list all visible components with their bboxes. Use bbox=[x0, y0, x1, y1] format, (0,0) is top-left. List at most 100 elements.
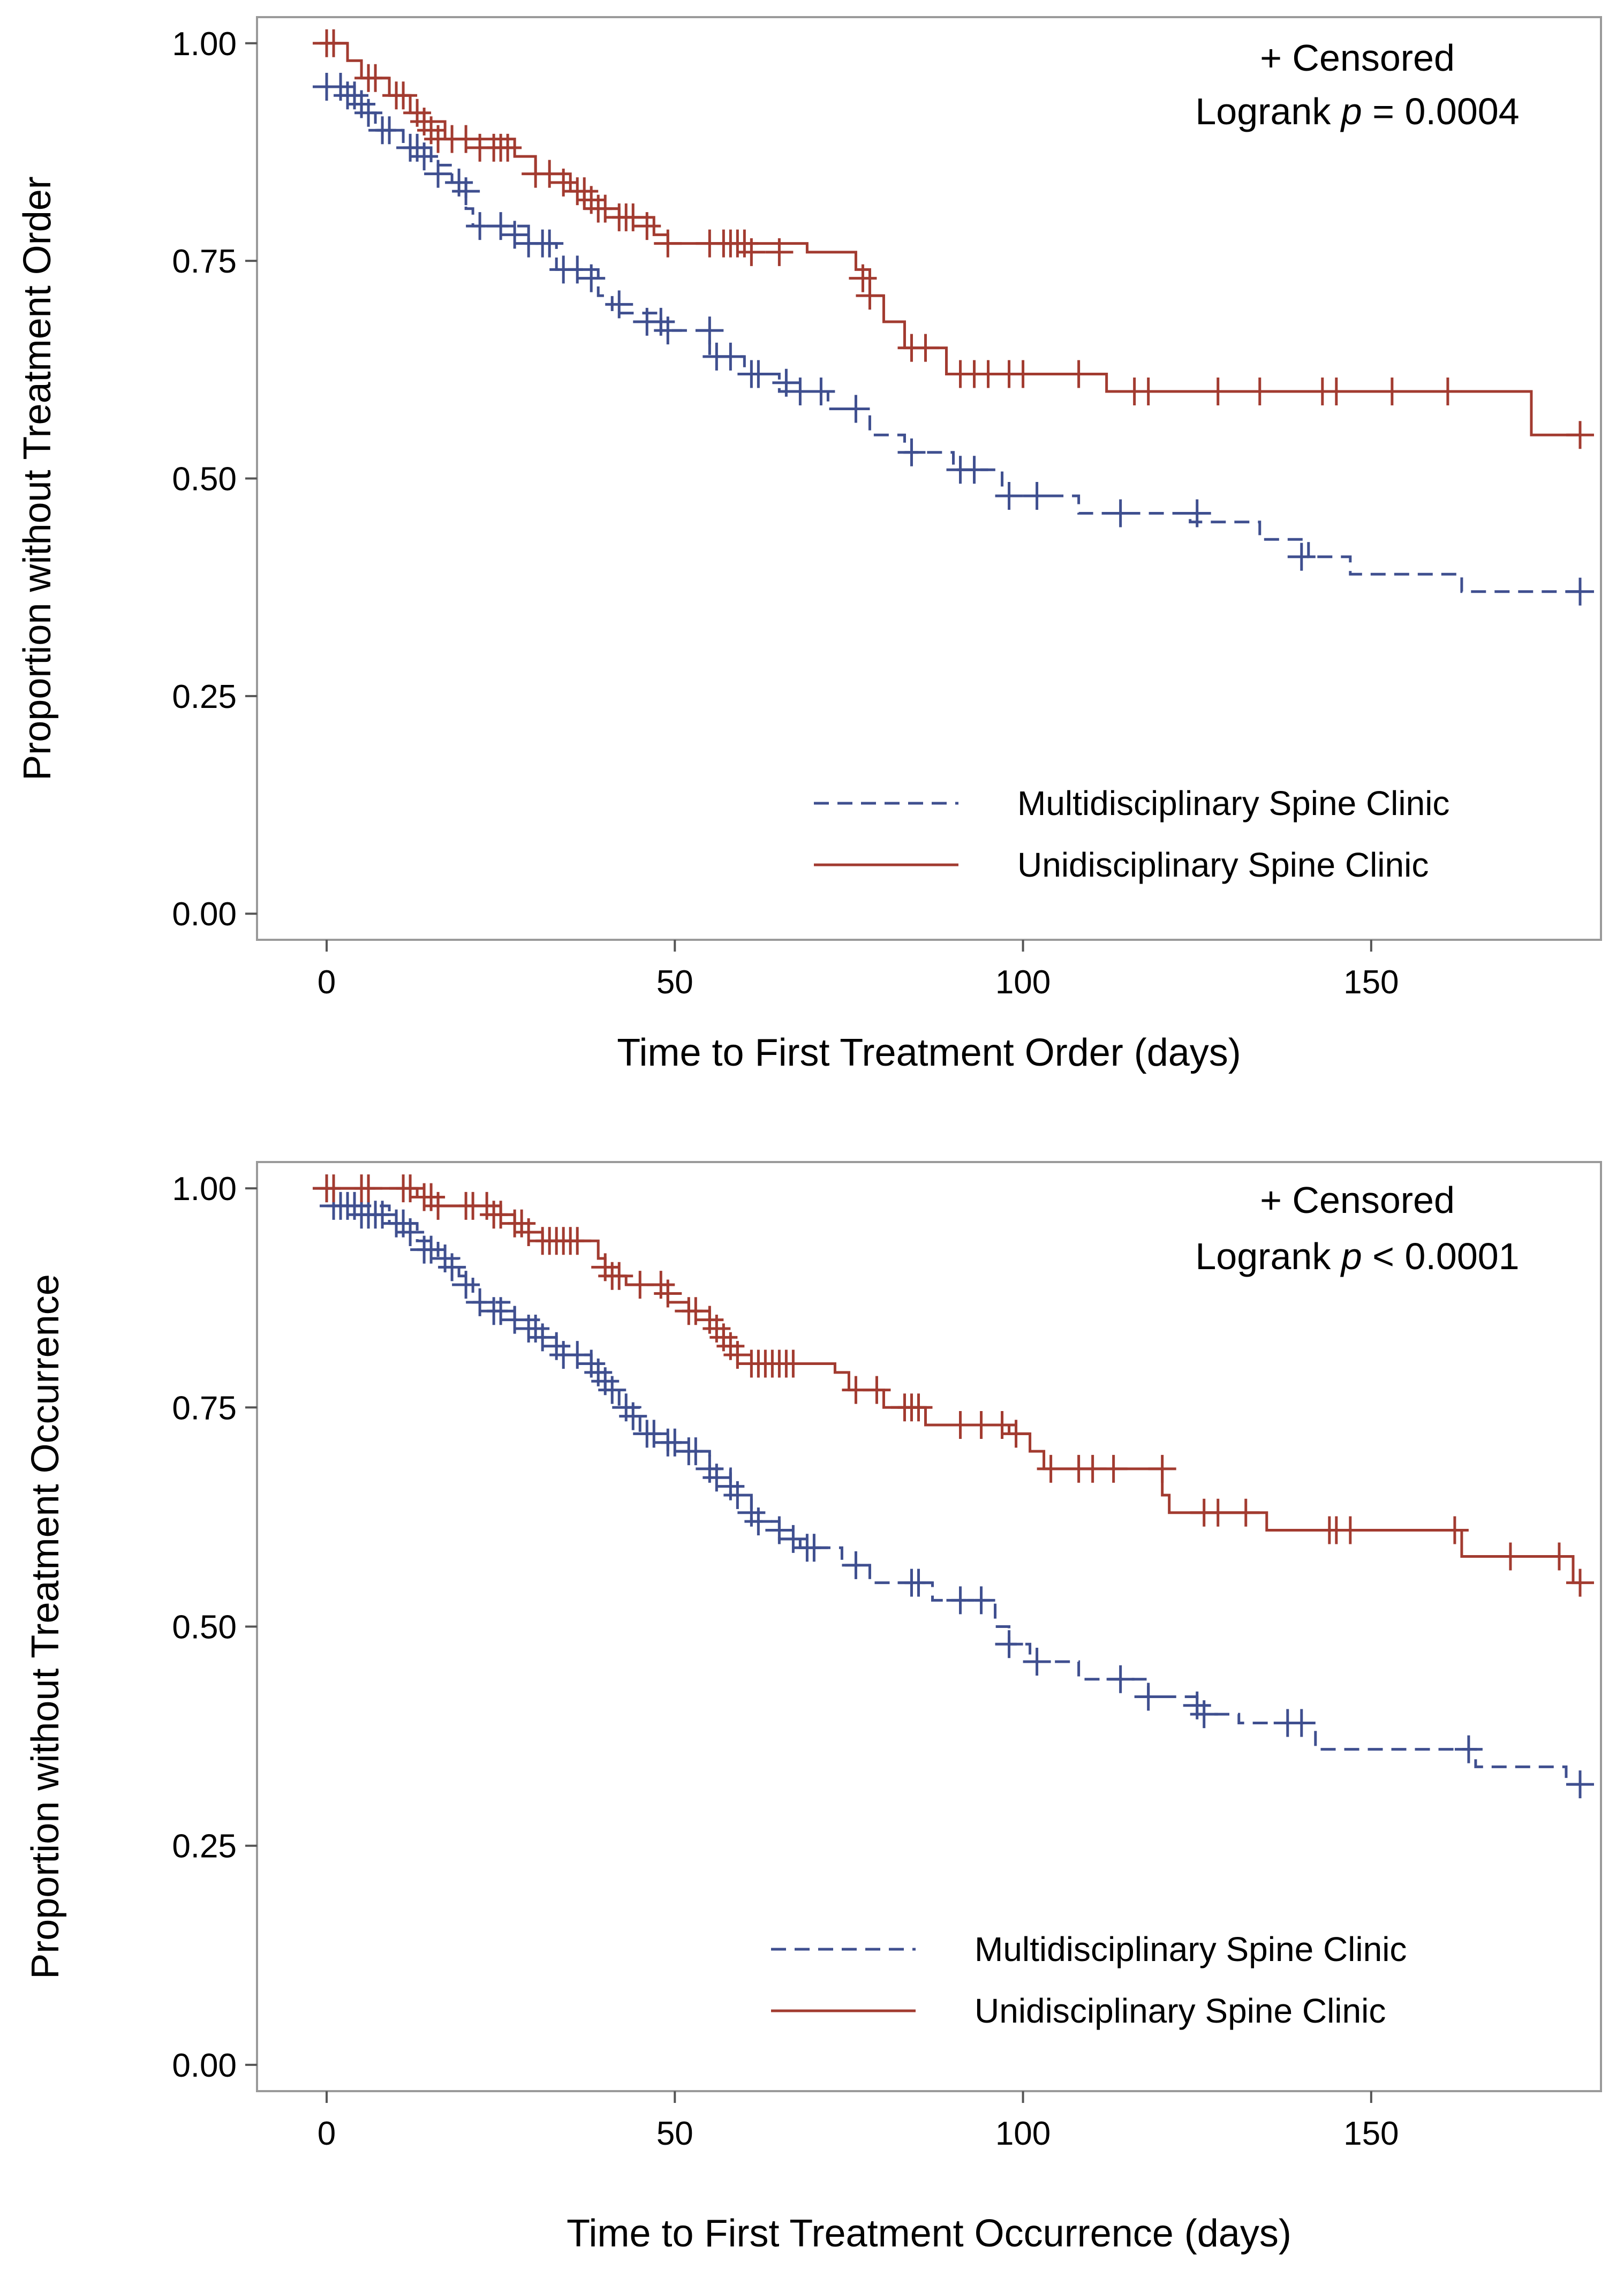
censor-mark bbox=[577, 264, 606, 292]
censor-mark bbox=[1023, 482, 1051, 510]
censor-mark bbox=[1064, 360, 1093, 388]
x-tick-label: 150 bbox=[1343, 964, 1399, 1001]
censor-mark bbox=[995, 1630, 1023, 1658]
y-axis-label: Proportion without Treatment Order bbox=[16, 176, 59, 781]
censor-mark bbox=[1232, 1498, 1260, 1527]
series-line-multidisciplinary bbox=[327, 85, 1580, 593]
y-tick-label: 0.75 bbox=[172, 1390, 237, 1427]
censor-mark bbox=[396, 1174, 425, 1203]
censor-mark bbox=[438, 1253, 466, 1281]
censor-mark bbox=[1433, 377, 1462, 405]
censor-mark bbox=[487, 212, 515, 240]
censor-mark bbox=[1496, 1542, 1524, 1571]
x-tick-label: 50 bbox=[656, 964, 693, 1001]
censor-mark bbox=[605, 1262, 633, 1290]
censor-mark bbox=[619, 1402, 647, 1430]
censor-mark bbox=[320, 29, 348, 57]
censor-mark bbox=[807, 377, 835, 405]
x-tick-label: 150 bbox=[1343, 2115, 1399, 2152]
censor-mark bbox=[605, 290, 633, 319]
censor-mark bbox=[716, 342, 745, 371]
censor-mark bbox=[1183, 499, 1211, 527]
censor-mark bbox=[1566, 421, 1594, 449]
logrank-annotation: Logrank p < 0.0001 bbox=[1195, 1235, 1519, 1277]
censor-mark bbox=[654, 229, 682, 258]
censor-mark bbox=[654, 316, 682, 345]
x-tick-label: 100 bbox=[995, 2115, 1051, 2152]
censor-mark bbox=[494, 133, 522, 162]
censor-mark bbox=[1190, 1700, 1218, 1729]
censor-mark bbox=[1009, 360, 1037, 388]
censor-mark bbox=[723, 1341, 752, 1369]
censor-mark bbox=[779, 1349, 807, 1378]
legend-label: Multidisciplinary Spine Clinic bbox=[1017, 784, 1449, 823]
censor-mark bbox=[1204, 377, 1232, 405]
censor-mark bbox=[466, 1288, 494, 1316]
x-tick-label: 100 bbox=[995, 964, 1051, 1001]
censor-mark bbox=[389, 81, 418, 110]
censor-mark bbox=[863, 1376, 891, 1404]
censor-mark bbox=[1134, 377, 1162, 405]
censor-mark bbox=[501, 221, 529, 249]
censor-mark bbox=[1440, 1516, 1469, 1544]
y-tick-label: 0.50 bbox=[172, 1609, 237, 1646]
censor-mark bbox=[535, 160, 564, 188]
censor-mark bbox=[765, 238, 794, 266]
censor-mark bbox=[591, 194, 620, 223]
censor-mark bbox=[849, 264, 877, 292]
legend-label: Unidisciplinary Spine Clinic bbox=[975, 1992, 1386, 2030]
censor-mark bbox=[1378, 377, 1406, 405]
censor-mark bbox=[549, 168, 578, 197]
censor-mark bbox=[779, 1525, 807, 1553]
censor-mark bbox=[1566, 1568, 1594, 1597]
censor-mark bbox=[487, 1297, 515, 1325]
y-tick-label: 0.50 bbox=[172, 461, 237, 498]
censor-mark bbox=[1545, 1542, 1573, 1571]
censor-mark bbox=[897, 438, 926, 466]
censor-mark bbox=[744, 1507, 773, 1536]
censor-mark bbox=[744, 360, 773, 388]
censor-mark bbox=[410, 142, 439, 171]
censor-mark bbox=[988, 1411, 1016, 1439]
censor-mark bbox=[1322, 377, 1350, 405]
censor-mark bbox=[1287, 542, 1316, 571]
y-tick-label: 0.25 bbox=[172, 1828, 237, 1865]
y-axis-label: Proportion without Treatment Occurrence bbox=[24, 1274, 67, 1979]
censor-mark bbox=[842, 1551, 870, 1579]
x-tick-label: 50 bbox=[656, 2115, 693, 2152]
series-line-multidisciplinary bbox=[327, 1187, 1580, 1786]
censor-mark bbox=[682, 1437, 710, 1466]
y-tick-label: 0.75 bbox=[172, 243, 237, 280]
censor-mark bbox=[1106, 1665, 1135, 1693]
censor-mark bbox=[842, 395, 870, 423]
censor-mark bbox=[1204, 1498, 1232, 1527]
censor-mark bbox=[1106, 499, 1135, 527]
censor-mark bbox=[563, 255, 592, 284]
y-tick-label: 0.25 bbox=[172, 678, 237, 715]
censor-mark bbox=[1287, 1709, 1316, 1737]
censor-mark bbox=[1566, 1770, 1594, 1799]
censor-mark bbox=[528, 1323, 557, 1352]
censor-mark bbox=[354, 1174, 383, 1203]
chart-panel-1: 0.00 0.25 0.50 0.75 1.00 0 50 100 150 Time to Fir… bbox=[16, 16, 1602, 1074]
censor-mark bbox=[396, 1218, 425, 1246]
censor-mark bbox=[424, 1191, 452, 1220]
censor-mark bbox=[452, 177, 480, 206]
censor-mark bbox=[1099, 1454, 1128, 1483]
censor-mark bbox=[911, 334, 940, 362]
censored-annotation: + Censored bbox=[1260, 1179, 1455, 1221]
censor-mark bbox=[1454, 1735, 1483, 1763]
censor-mark bbox=[375, 116, 404, 145]
censored-annotation: + Censored bbox=[1260, 37, 1455, 79]
y-tick-label: 1.00 bbox=[172, 1171, 237, 1208]
x-axis-label: Time to First Treatment Order (days) bbox=[617, 1031, 1241, 1074]
y-tick-label: 0.00 bbox=[172, 896, 237, 933]
legend: Multidisciplinary Spine Clinic Unidiscipl… bbox=[771, 1930, 1407, 2030]
censor-mark bbox=[654, 1279, 682, 1308]
censor-mark bbox=[424, 160, 452, 188]
censor-mark bbox=[640, 1420, 668, 1448]
censor-mark bbox=[368, 1201, 397, 1229]
censor-mark bbox=[661, 1428, 689, 1457]
censor-mark bbox=[633, 212, 661, 240]
